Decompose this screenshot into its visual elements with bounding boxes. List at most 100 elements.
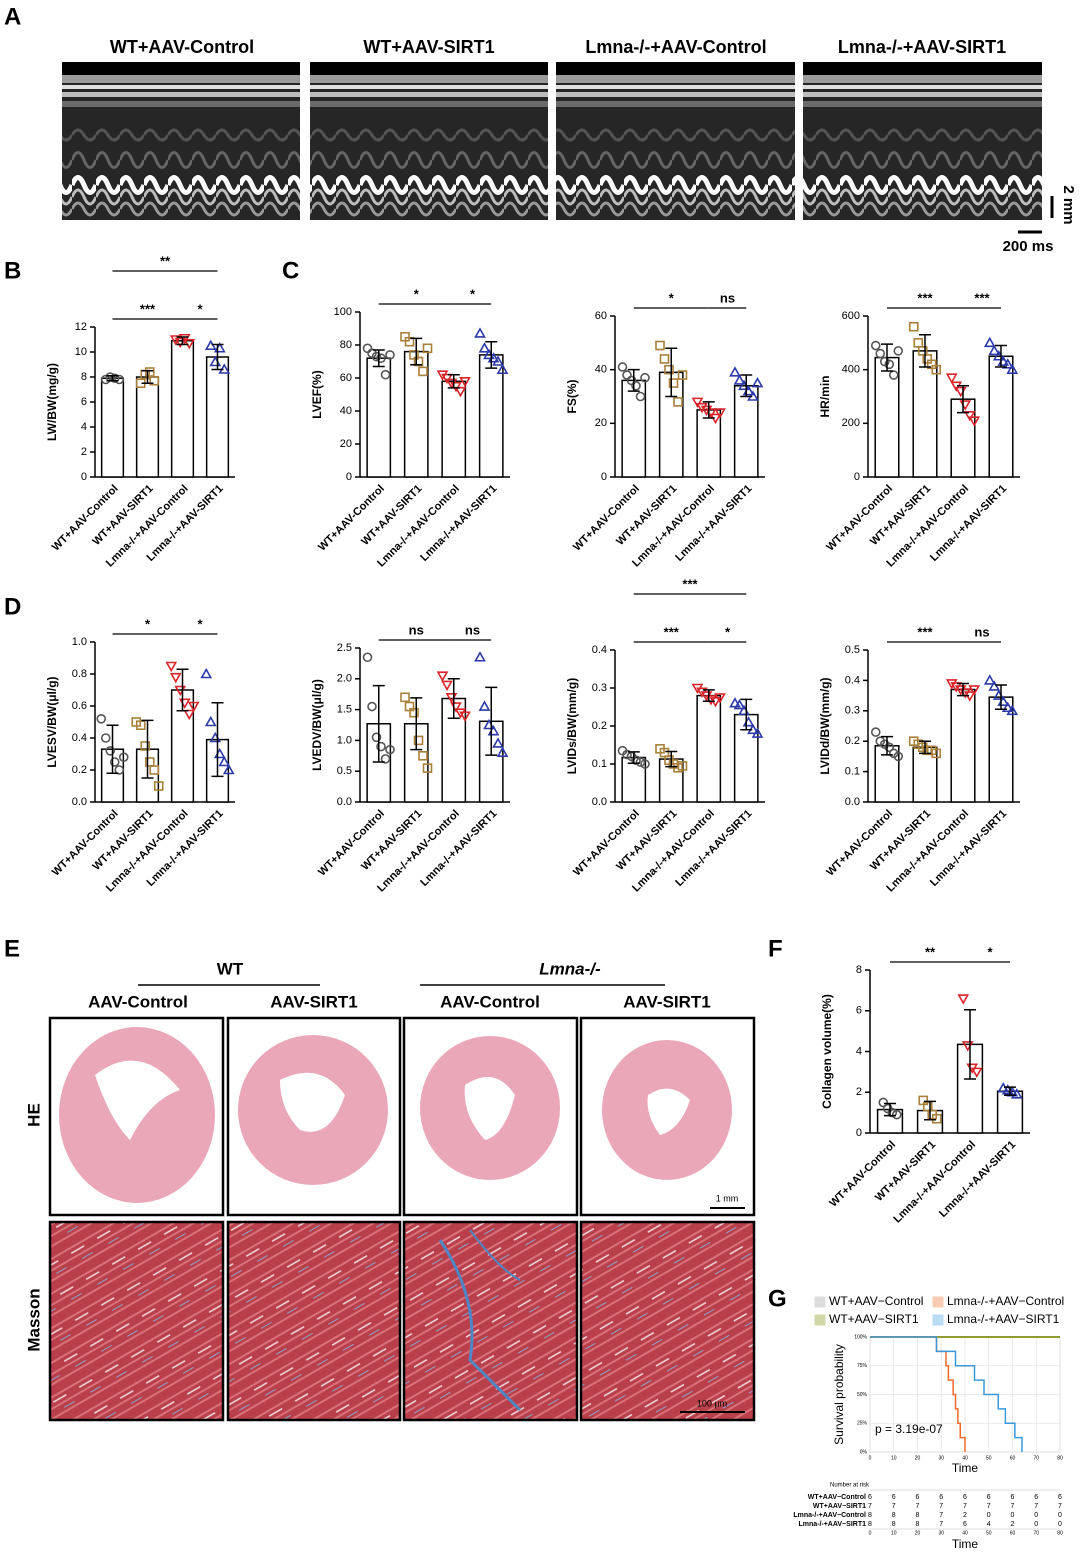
data-point (878, 1097, 889, 1108)
echo-image (556, 75, 795, 220)
x-tick-label: Lmna-/-+AAV-SIRT1 (418, 808, 499, 889)
error-bar (924, 1100, 936, 1121)
echo-title: Lmna-/-+AAV-SIRT1 (838, 37, 1006, 57)
risk-cell: 8 (868, 1521, 872, 1528)
y-tick-label: 1.0 (72, 636, 87, 648)
data-point (891, 1109, 902, 1120)
risk-time-label: 70 (1033, 1530, 1039, 1536)
error-bar (176, 668, 189, 712)
error-bar (106, 375, 119, 382)
error-bar (881, 735, 893, 756)
significance-label: ** (160, 253, 171, 268)
data-point (884, 742, 895, 753)
error-bar (485, 340, 498, 369)
data-point (954, 386, 967, 398)
risk-row-name: Lmna-/-+AAV−SIRT1 (798, 1521, 866, 1528)
error-bar (665, 347, 678, 398)
scale-label: 100 μm (697, 1398, 727, 1408)
data-point (893, 346, 904, 356)
panel-label: A (4, 3, 21, 30)
risk-time-label: 30 (938, 1530, 944, 1536)
bar (874, 356, 900, 478)
echo-bar (803, 62, 1042, 75)
x-tick-label: 0 (869, 1455, 872, 1461)
error-bar (410, 697, 423, 751)
x-tick-label: WT+AAV-Control (824, 483, 895, 554)
y-axis-label: LVEDV/BW(μl/g) (310, 679, 324, 771)
data-point (422, 343, 433, 354)
error-bar (141, 719, 154, 779)
panel-label: F (768, 935, 783, 962)
error-bar (627, 368, 640, 392)
bar (441, 380, 467, 478)
data-point (187, 701, 200, 713)
y-tick-label: 0 (601, 471, 607, 483)
risk-cell: 8 (868, 1512, 872, 1519)
data-point (875, 348, 886, 359)
data-point (655, 340, 665, 351)
data-point (908, 321, 919, 332)
x-tick-label: Lmna-/-+AAV-SIRT1 (928, 808, 1009, 889)
data-point (640, 759, 650, 769)
data-point (631, 755, 641, 766)
risk-cell: 7 (1034, 1503, 1038, 1510)
data-point (380, 754, 391, 764)
risk-row-name: WT+AAV−Control (808, 1494, 866, 1501)
risk-cell: 0 (1058, 1512, 1062, 1519)
data-point (733, 374, 746, 385)
significance-label: * (669, 290, 675, 305)
y-axis-label: LW/BW(mg/g) (45, 363, 59, 441)
data-point (988, 680, 1001, 691)
data-point (418, 750, 428, 761)
risk-time-label: 10 (891, 1530, 897, 1536)
risk-time-label: 40 (962, 1530, 968, 1536)
bar (205, 356, 230, 478)
legend-label: WT+AAV−SIRT1 (829, 1312, 919, 1326)
x-tick-label: Lmna-/-+AAV-SIRT1 (673, 483, 754, 564)
y-tick-label: 2.5 (337, 642, 352, 654)
risk-cell: 7 (939, 1521, 943, 1528)
error-bar (211, 343, 224, 371)
error-bar (919, 740, 931, 755)
y-tick-label: 0.0 (72, 796, 87, 808)
scale-label: 1 mm (716, 1193, 739, 1203)
risk-row-name: Lmna-/-+AAV−Control (793, 1512, 866, 1519)
data-point (496, 746, 509, 758)
y-tick-label: 0.4 (845, 674, 860, 686)
x-tick-label: 40 (962, 1455, 968, 1461)
error-bar (957, 682, 969, 697)
data-point (118, 752, 129, 763)
risk-cell: 2 (1011, 1521, 1015, 1528)
data-point (957, 994, 970, 1005)
risk-cell: 7 (892, 1503, 896, 1510)
data-point (362, 343, 373, 354)
data-point (968, 416, 981, 427)
risk-cell: 7 (939, 1503, 943, 1510)
data-point (422, 763, 433, 773)
x-tick-label: Lmna-/-+AAV-SIRT1 (418, 483, 499, 564)
y-axis-label: FS(%) (565, 380, 579, 414)
error-bar (702, 401, 715, 419)
error-bar (964, 1008, 976, 1080)
data-point (376, 741, 386, 752)
risk-time-label: 60 (1010, 1530, 1016, 1536)
y-tick-label: 80 (340, 339, 352, 351)
group-label: WT (217, 959, 244, 978)
he-cavity (280, 1072, 345, 1132)
panel-label: G (768, 1285, 787, 1312)
data-point (204, 715, 217, 727)
data-point (729, 366, 741, 377)
data-point (96, 713, 107, 724)
data-point (418, 366, 428, 377)
data-point (1001, 358, 1014, 369)
scale-label: 2 mm (1060, 185, 1077, 224)
data-point (367, 701, 377, 712)
he-cavity (95, 1060, 180, 1140)
legend-swatch (814, 1314, 826, 1326)
error-bar (740, 374, 753, 398)
echo-bar (556, 62, 795, 75)
data-point (963, 410, 976, 422)
data-point (105, 745, 116, 756)
error-bar (881, 343, 893, 372)
risk-cell: 7 (1011, 1503, 1015, 1510)
